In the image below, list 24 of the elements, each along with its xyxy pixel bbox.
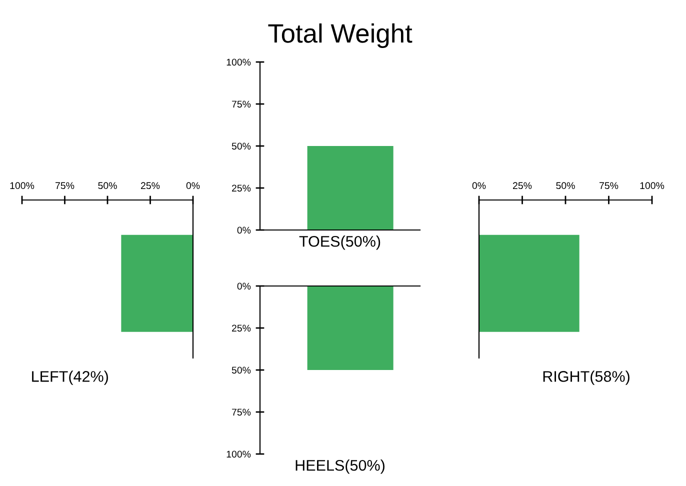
x-tick-label: 100%: [640, 182, 664, 190]
y-tick-label: 75%: [232, 100, 251, 108]
x-tick-label: 50%: [556, 182, 575, 190]
y-tick-label: 75%: [232, 408, 251, 416]
y-tick-label: 100%: [226, 450, 251, 458]
y-tick-label: 50%: [232, 142, 251, 150]
chart-title: Total Weight: [268, 23, 412, 48]
x-tick-label: 25%: [513, 182, 532, 190]
x-tick-label: 100%: [10, 182, 34, 190]
y-tick-label: 0%: [237, 282, 251, 290]
x-tick-label: 0%: [186, 182, 200, 190]
x-axis-title: HEELS(50%): [296, 460, 384, 474]
y-tick-label: 25%: [232, 324, 251, 332]
x-tick-label: 25%: [141, 182, 160, 190]
x-tick-label: 0%: [472, 182, 486, 190]
x-axis-title: LEFT(42%): [32, 370, 108, 385]
x-tick-label: 50%: [98, 182, 117, 190]
x-tick-label: 75%: [56, 182, 74, 190]
x-axis-title: TOES(50%): [299, 236, 380, 250]
x-axis-title: RIGHT(58%): [543, 370, 630, 385]
y-tick-label: 0%: [237, 226, 251, 234]
y-tick-label: 50%: [232, 366, 251, 374]
y-tick-label: 100%: [226, 58, 251, 66]
x-tick-label: 75%: [600, 182, 618, 190]
